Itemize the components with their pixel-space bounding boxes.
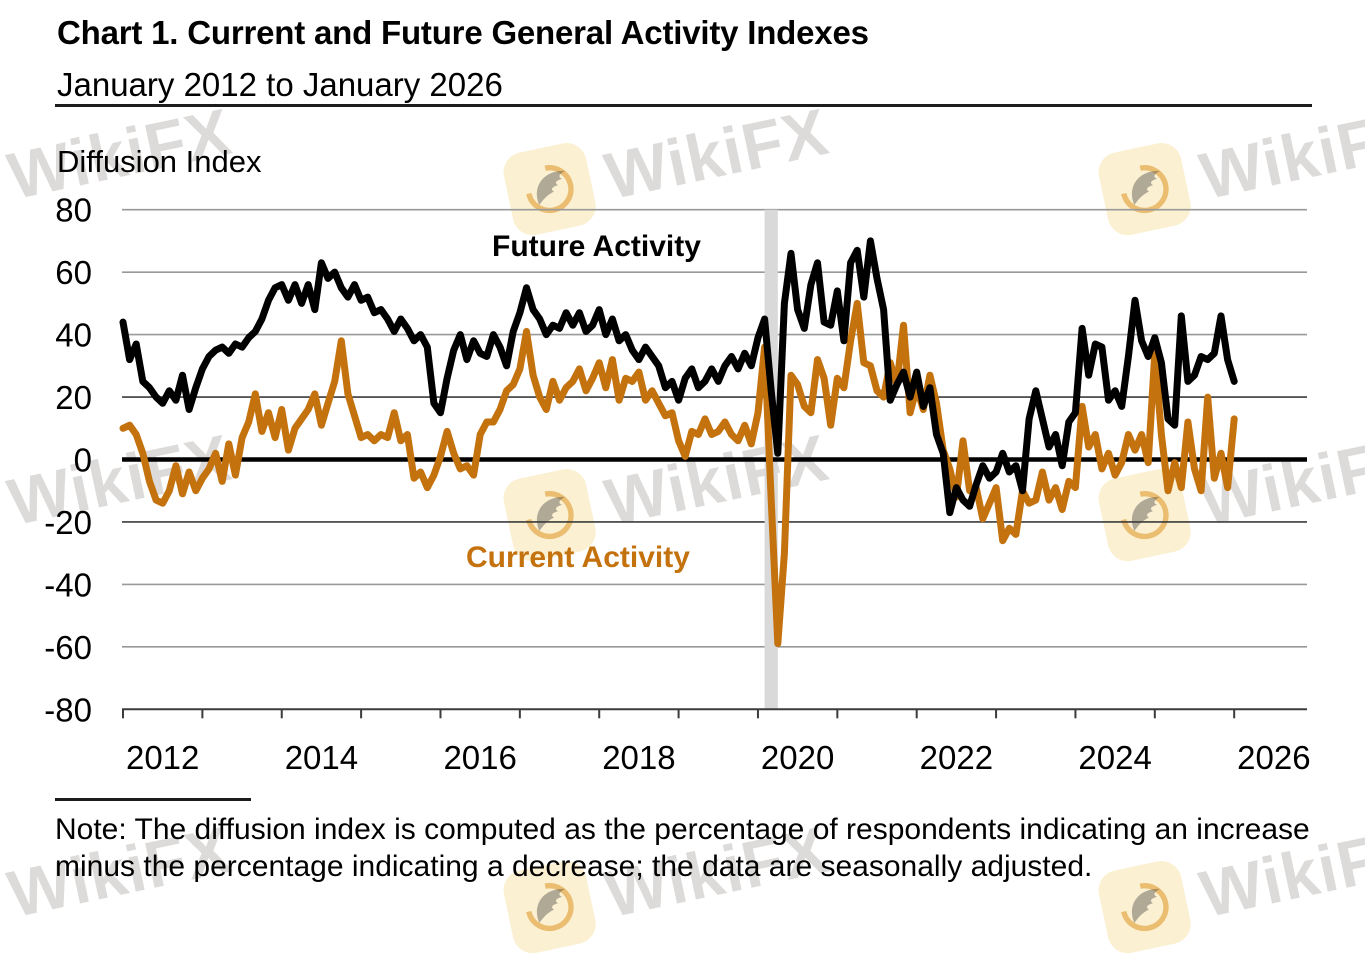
y-tick-label-80: 80	[55, 192, 92, 229]
note-line-2: minus the percentage indicating a decrea…	[55, 850, 1093, 883]
note-rule	[55, 798, 251, 801]
x-tick-label-2026: 2026	[1237, 739, 1310, 776]
y-tick-label-60: 60	[55, 254, 92, 291]
x-tick-label-2016: 2016	[443, 739, 516, 776]
y-tick-label--40: -40	[44, 566, 92, 603]
y-tick-label--20: -20	[44, 504, 92, 541]
y-tick-label--80: -80	[44, 691, 92, 728]
x-tick-label-2024: 2024	[1078, 739, 1151, 776]
future-activity-label: Future Activity	[492, 230, 701, 263]
y-tick-label-20: 20	[55, 379, 92, 416]
current_activity-line	[119, 299, 1238, 648]
title-rule	[55, 104, 1312, 107]
x-tick-label-2018: 2018	[602, 739, 675, 776]
x-tick-label-2012: 2012	[126, 739, 199, 776]
y-tick-label--60: -60	[44, 629, 92, 666]
note-line-1: Note: The diffusion index is computed as…	[55, 813, 1310, 846]
diffusion-index-chart: 80 60 40 20 0 -20 -40 -60 -80 2012 2014 2016 2018 202…	[44, 192, 1310, 776]
x-tick-label-2014: 2014	[285, 739, 358, 776]
x-tick-label-2020: 2020	[761, 739, 834, 776]
y-tick-label-0: 0	[74, 442, 92, 479]
page-title: Chart 1. Current and Future General Acti…	[57, 14, 869, 51]
future_activity-line	[119, 237, 1238, 517]
x-tick-label-2022: 2022	[920, 739, 993, 776]
note-text: Note: The diffusion index is computed as…	[55, 811, 1340, 885]
current-activity-label: Current Activity	[466, 541, 690, 574]
page-subtitle: January 2012 to January 2026	[57, 66, 503, 103]
y-tick-label-40: 40	[55, 317, 92, 354]
y-axis-title: Diffusion Index	[57, 144, 262, 179]
